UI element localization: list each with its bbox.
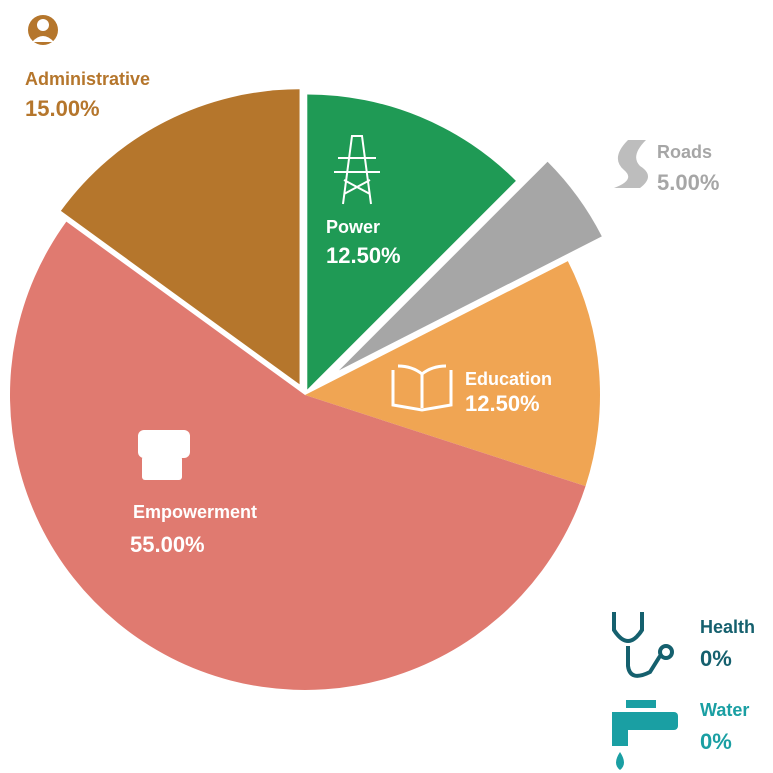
slice-value-label: 12.50% [326,243,401,268]
slice-label: Roads [657,142,712,162]
slice-value-label: 0% [700,729,732,754]
power-icon [334,135,380,205]
slice-value-label: 5.00% [657,170,719,195]
health-icon [612,612,674,678]
icons [28,15,678,770]
slice-label: Power [326,217,380,237]
education-icon [391,364,453,412]
slice [60,89,300,385]
slice-label: Administrative [25,69,150,89]
slice-label: Health [700,617,755,637]
roads-icon [614,140,648,188]
slice-value-label: 15.00% [25,96,100,121]
slice [9,221,586,691]
administrative-icon [28,15,58,45]
slice-value-label: 0% [700,646,732,671]
slice-label: Water [700,700,749,720]
slices [9,89,602,691]
slice [307,94,516,390]
empowerment-icon [138,430,190,480]
slice-value-label: 12.50% [465,391,540,416]
slice-label: Empowerment [133,502,257,522]
slice-label: Education [465,369,552,389]
slice [338,161,602,371]
water-icon [612,700,678,770]
slice-value-label: 55.00% [130,532,205,557]
